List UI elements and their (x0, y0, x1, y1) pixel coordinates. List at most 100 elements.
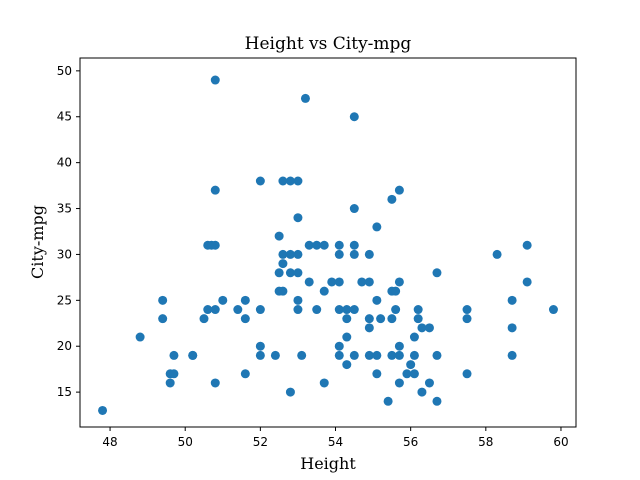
data-point (255, 305, 265, 315)
y-tick-label: 30 (57, 247, 72, 261)
y-tick-label: 50 (57, 64, 72, 78)
y-tick-label: 40 (57, 156, 72, 170)
data-point (342, 332, 352, 342)
data-point (432, 268, 442, 278)
data-point (364, 323, 374, 333)
data-point (492, 249, 502, 259)
data-point (413, 314, 423, 324)
data-point (285, 268, 295, 278)
data-point (387, 314, 397, 324)
data-point (98, 405, 108, 415)
data-point (334, 350, 344, 360)
plot-frame (79, 57, 577, 428)
data-point (255, 341, 265, 351)
data-point (417, 323, 427, 333)
data-point (432, 350, 442, 360)
data-point (349, 350, 359, 360)
data-point (402, 369, 412, 379)
data-point (391, 286, 401, 296)
data-point (409, 350, 419, 360)
data-point (394, 341, 404, 351)
data-point (293, 176, 303, 186)
x-tick-label: 48 (102, 435, 117, 449)
data-point (210, 75, 220, 85)
data-point (394, 350, 404, 360)
data-point (319, 240, 329, 250)
data-points (98, 75, 558, 415)
data-point (255, 176, 265, 186)
data-point (507, 323, 517, 333)
y-axis-ticks: 15 20 25 30 35 40 45 50 (57, 64, 80, 399)
data-point (364, 314, 374, 324)
data-point (394, 378, 404, 388)
data-point (522, 277, 532, 287)
data-point (218, 295, 228, 305)
data-point (312, 240, 322, 250)
data-point (548, 305, 558, 315)
data-point (342, 305, 352, 315)
data-point (293, 305, 303, 315)
data-point (406, 360, 416, 370)
y-axis-label: City-mpg (28, 205, 47, 279)
data-point (293, 295, 303, 305)
data-point (135, 332, 145, 342)
data-point (233, 305, 243, 315)
data-point (417, 387, 427, 397)
data-point (334, 341, 344, 351)
data-point (364, 249, 374, 259)
data-point (376, 314, 386, 324)
data-point (372, 295, 382, 305)
data-point (278, 259, 288, 269)
data-point (462, 369, 472, 379)
y-tick-label: 15 (57, 385, 72, 399)
data-point (255, 350, 265, 360)
data-point (293, 249, 303, 259)
data-point (240, 295, 250, 305)
data-point (364, 350, 374, 360)
data-point (312, 305, 322, 315)
data-point (342, 314, 352, 324)
data-point (158, 314, 168, 324)
data-point (278, 176, 288, 186)
data-point (188, 350, 198, 360)
x-axis-label: Height (300, 454, 356, 473)
data-point (383, 396, 393, 406)
data-point (424, 378, 434, 388)
data-point (387, 194, 397, 204)
data-point (274, 268, 284, 278)
data-point (424, 323, 434, 333)
data-point (297, 350, 307, 360)
data-point (210, 185, 220, 195)
data-point (210, 240, 220, 250)
y-tick-label: 25 (57, 293, 72, 307)
data-point (342, 360, 352, 370)
data-point (462, 314, 472, 324)
data-point (334, 277, 344, 287)
data-point (372, 222, 382, 232)
data-point (349, 112, 359, 122)
data-point (304, 240, 314, 250)
data-point (334, 249, 344, 259)
data-point (304, 277, 314, 287)
data-point (507, 295, 517, 305)
data-point (240, 314, 250, 324)
data-point (334, 305, 344, 315)
data-point (349, 204, 359, 214)
data-point (278, 286, 288, 296)
data-point (394, 277, 404, 287)
data-point (165, 378, 175, 388)
data-point (199, 314, 209, 324)
data-point (391, 305, 401, 315)
x-tick-label: 58 (478, 435, 493, 449)
data-point (409, 369, 419, 379)
data-point (432, 396, 442, 406)
y-tick-label: 35 (57, 202, 72, 216)
data-point (210, 378, 220, 388)
data-point (210, 305, 220, 315)
data-point (203, 305, 213, 315)
x-tick-label: 50 (178, 435, 193, 449)
data-point (293, 213, 303, 223)
data-point (274, 231, 284, 241)
